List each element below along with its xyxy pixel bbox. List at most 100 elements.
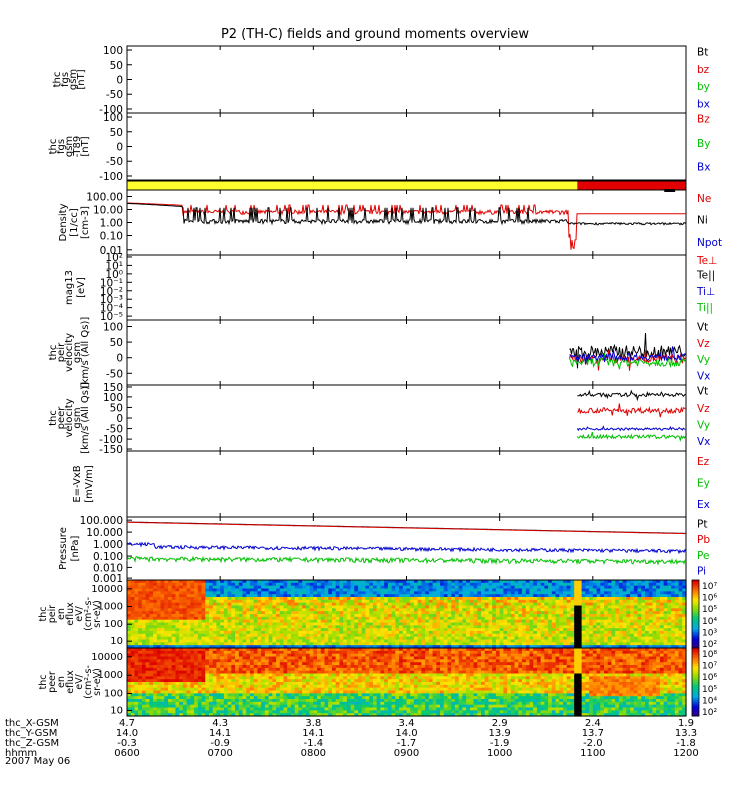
spectrogram-cell xyxy=(276,602,281,607)
spectrogram-cell xyxy=(160,605,165,609)
chart-title: P2 (TH-C) fields and ground moments over… xyxy=(220,27,530,42)
spectrogram-cell xyxy=(656,594,661,598)
spectrogram-cell xyxy=(167,650,173,655)
spectrogram-cell xyxy=(242,580,247,584)
spectrogram-cell xyxy=(372,628,378,632)
spectrogram-cell xyxy=(283,659,288,663)
spectrogram-cell xyxy=(339,582,344,587)
spectrogram-cell xyxy=(656,599,661,604)
spectrogram-cell xyxy=(406,633,411,638)
spectrogram-cell xyxy=(249,667,255,672)
spectrogram-cell xyxy=(127,699,132,703)
spectrogram-cell xyxy=(384,582,389,587)
spectrogram-cell xyxy=(361,582,367,587)
spectrogram-cell xyxy=(238,696,244,700)
spectrogram-cell xyxy=(194,662,199,666)
spectrogram-cell xyxy=(268,696,273,700)
spectrogram-cell xyxy=(678,625,683,629)
spectrogram-cell xyxy=(164,619,169,624)
spectrogram-cell xyxy=(652,605,657,609)
spectrogram-cell xyxy=(205,602,210,607)
spectrogram-cell xyxy=(387,605,393,609)
spectrogram-cell xyxy=(171,631,177,635)
spectrogram-cell xyxy=(607,645,613,649)
spectrogram-cell xyxy=(208,656,214,660)
spectrogram-cell xyxy=(592,628,598,632)
spectrogram-cell xyxy=(238,699,244,703)
spectrogram-cell xyxy=(645,614,650,618)
spectrogram-cell xyxy=(197,585,203,590)
spectrogram-cell xyxy=(201,639,206,643)
spectrogram-cell xyxy=(194,676,199,680)
spectrogram-cell xyxy=(197,687,203,692)
spectrogram-cell xyxy=(581,616,586,621)
spectrogram-cell xyxy=(421,597,426,601)
spectrogram-cell xyxy=(395,602,400,607)
spectrogram-cell xyxy=(376,619,382,624)
spectrogram-cell xyxy=(216,645,221,649)
spectrogram-cell xyxy=(328,616,333,621)
spectrogram-cell xyxy=(212,684,218,689)
spectrogram-cell xyxy=(261,665,266,669)
spectrogram-cell xyxy=(548,602,553,607)
spectrogram-cell xyxy=(555,633,560,638)
spectrogram-cell xyxy=(522,614,527,618)
spectrogram-cell xyxy=(223,611,229,615)
spectrogram-cell xyxy=(615,608,620,612)
spectrogram-cell xyxy=(544,591,549,595)
spectrogram-cell xyxy=(186,591,191,595)
spectrogram-cell xyxy=(682,642,687,646)
spectrogram-cell xyxy=(290,599,296,604)
spectrogram-cell xyxy=(417,591,423,595)
spectrogram-cell xyxy=(257,701,262,706)
spectrogram-cell xyxy=(246,693,251,697)
spectrogram-cell xyxy=(257,713,262,717)
spectrogram-cell xyxy=(149,602,154,607)
spectrogram-cell xyxy=(376,616,382,621)
legend-entry: Ez xyxy=(697,456,710,468)
spectrogram-cell xyxy=(663,582,668,587)
spectrogram-cell xyxy=(626,608,631,612)
spectrogram-cell xyxy=(563,605,568,609)
spectrogram-cell xyxy=(257,659,262,663)
spectrogram-cell xyxy=(402,639,408,643)
spectrogram-cell xyxy=(290,667,296,672)
spectrogram-cell xyxy=(436,611,441,615)
spectrogram-cell xyxy=(201,687,206,692)
spectrogram-cell xyxy=(227,684,232,689)
spectrogram-cell xyxy=(324,639,329,643)
spectrogram-cell xyxy=(208,701,214,706)
spectrogram-cell xyxy=(179,713,184,717)
spectrogram-cell xyxy=(138,642,143,646)
spectrogram-cell xyxy=(682,631,687,635)
spectrogram-cell xyxy=(268,710,273,714)
spectrogram-cell xyxy=(182,631,188,635)
spectrogram-cell xyxy=(641,631,646,635)
spectrogram-cell xyxy=(533,619,538,624)
spectrogram-cell xyxy=(257,636,262,641)
spectrogram-cell xyxy=(138,645,143,649)
spectrogram-cell xyxy=(201,676,206,680)
spectrogram-cell xyxy=(149,619,154,624)
spectrogram-cell xyxy=(268,588,273,592)
spectrogram-cell xyxy=(283,648,288,652)
spectrogram-cell xyxy=(212,582,218,587)
spectrogram-cell xyxy=(231,625,236,629)
spectrogram-cell xyxy=(436,580,441,584)
spectrogram-cell xyxy=(331,582,337,587)
spectrogram-cell xyxy=(376,580,382,584)
spectrogram-cell xyxy=(175,597,180,601)
spectrogram-cell xyxy=(145,582,150,587)
spectrogram-cell xyxy=(417,631,423,635)
spectrogram-cell xyxy=(220,585,225,590)
spectrogram-cell xyxy=(231,608,236,612)
spectrogram-cell xyxy=(462,619,467,624)
spectrogram-cell xyxy=(242,673,247,677)
spectrogram-cell xyxy=(626,591,631,595)
spectrogram-cell xyxy=(317,633,322,638)
spectrogram-cell xyxy=(194,665,199,669)
spectrogram-cell xyxy=(358,642,363,646)
spectrogram-cell xyxy=(678,628,683,632)
spectrogram-cell xyxy=(179,636,184,641)
spectrogram-cell xyxy=(149,614,154,618)
